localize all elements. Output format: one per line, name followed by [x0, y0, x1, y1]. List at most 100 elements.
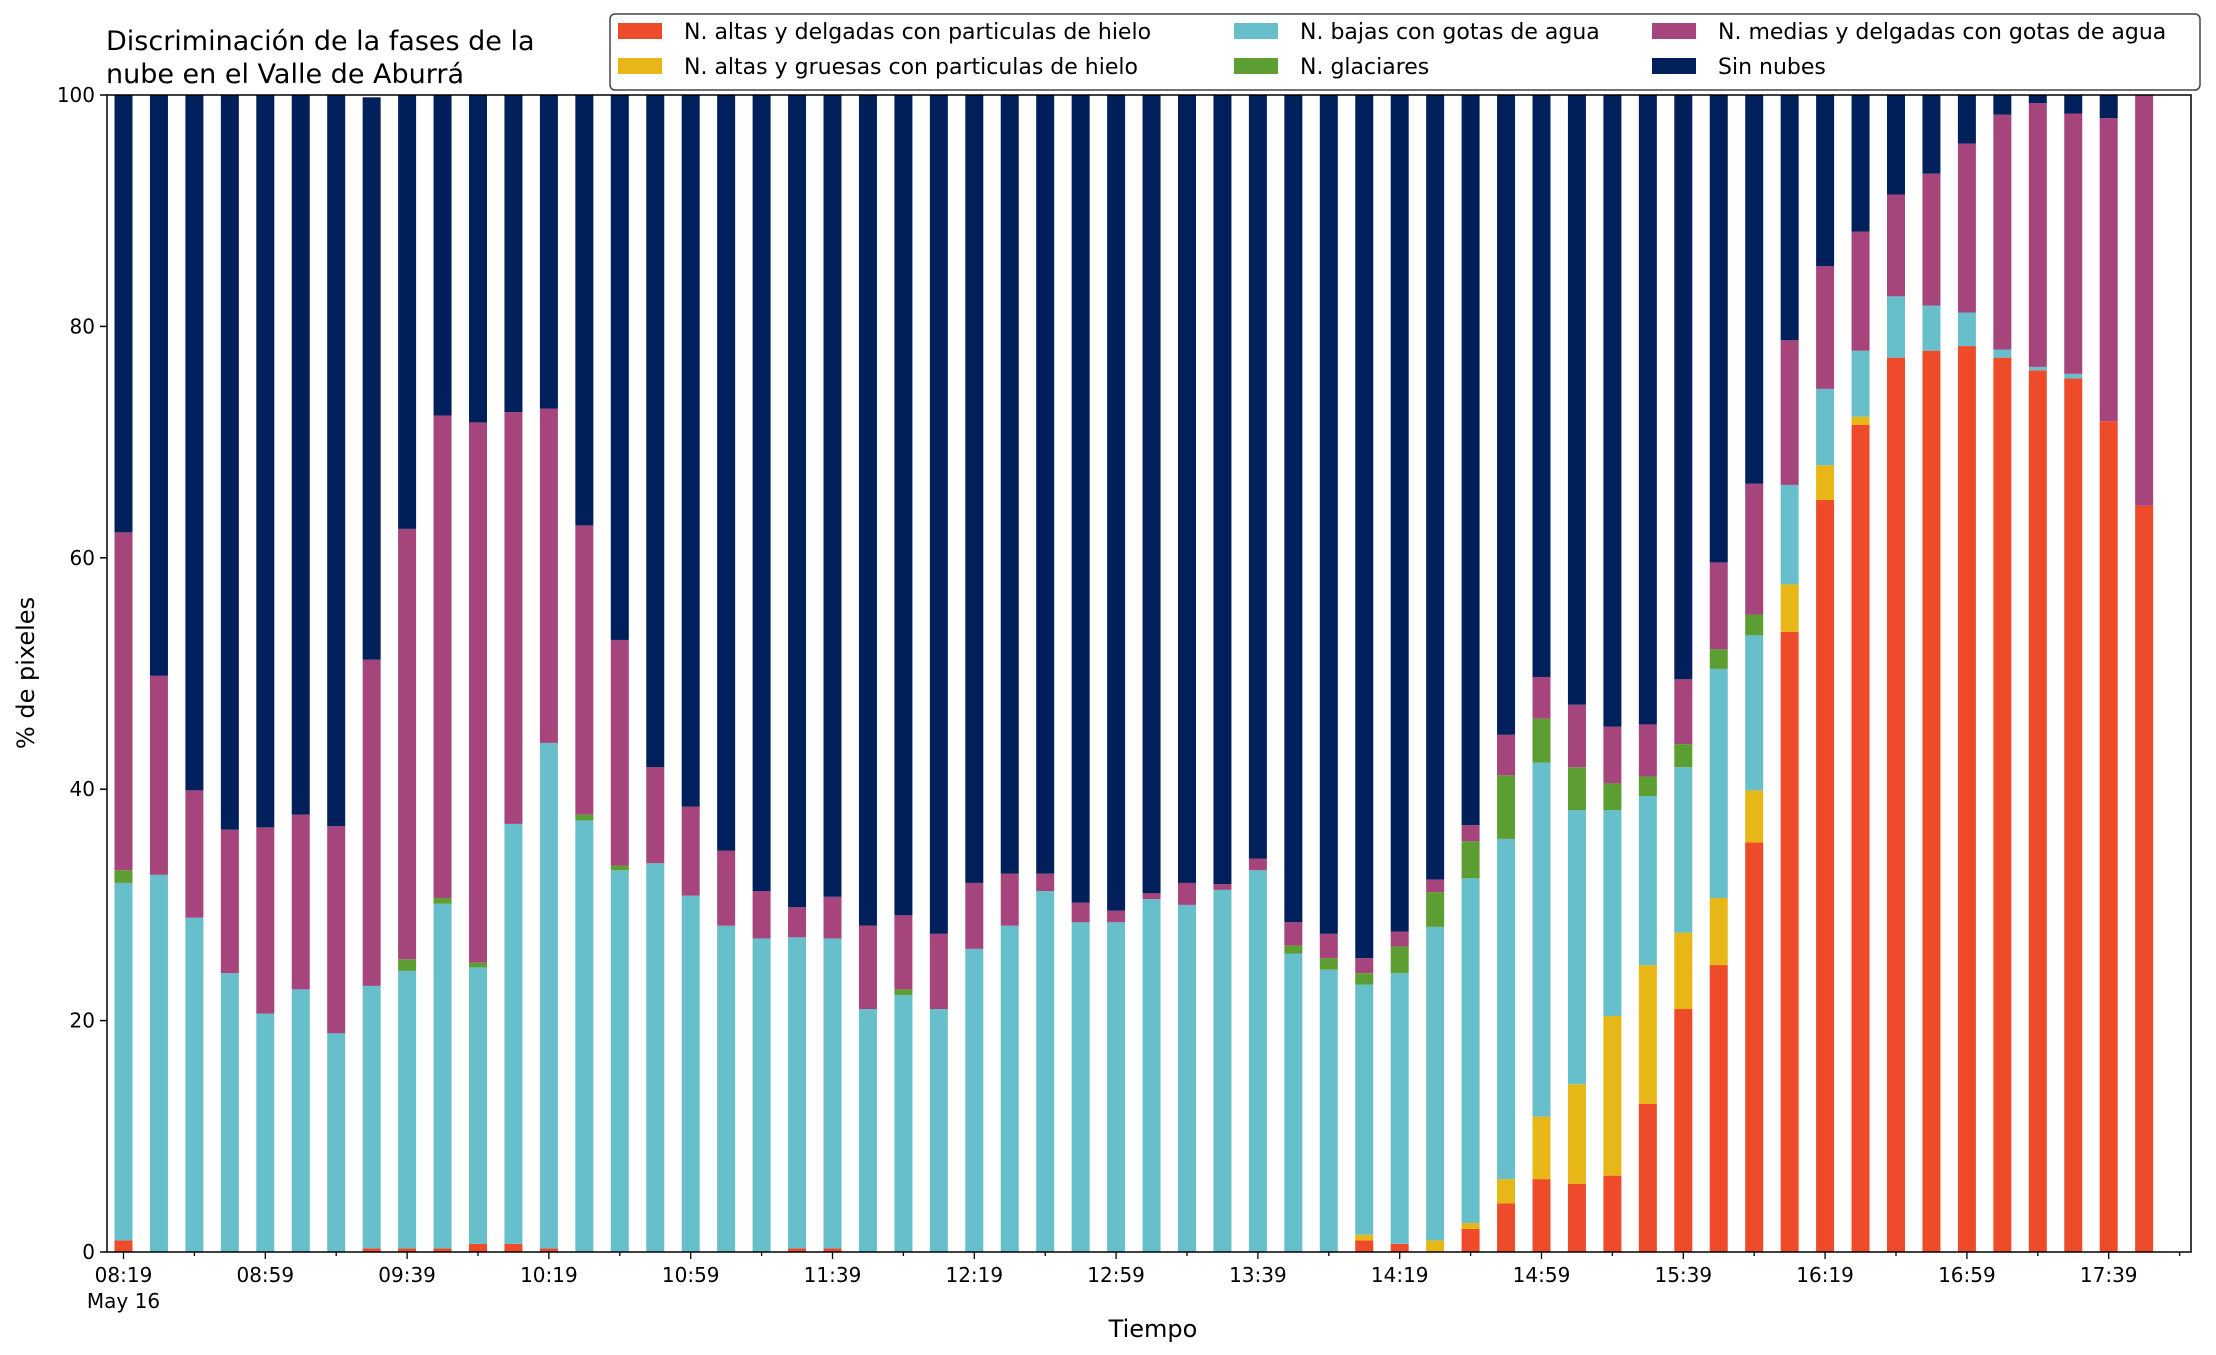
bar-segment-s4-08:19 [114, 532, 133, 871]
bar-segment-s5-12:59 [1107, 95, 1126, 911]
bar-segment-s3-09:39 [398, 959, 417, 971]
bar-segment-s2-10:19 [539, 742, 558, 1249]
bar-segment-s2-08:39 [185, 917, 204, 1252]
bar-segment-s4-14:29 [1426, 879, 1445, 893]
legend-label-2: N. bajas con gotas de agua [1300, 20, 1600, 45]
bar-segment-s0-17:39 [2099, 421, 2118, 1252]
x-tick-label: 12:19 [945, 1263, 1003, 1287]
bar-segment-s0-08:19 [114, 1240, 133, 1252]
x-tick-label: 10:59 [662, 1263, 720, 1287]
bar-segment-s5-14:19 [1390, 95, 1409, 932]
bar-segment-s3-09:59 [469, 962, 487, 968]
bar-segment-s4-16:29 [1851, 231, 1870, 351]
bar-segment-s3-15:19 [1603, 783, 1622, 811]
bar-segment-s0-14:59 [1532, 1179, 1551, 1252]
bar-segment-s2-13:59 [1319, 969, 1338, 1252]
bar-segment-s2-09:39 [398, 970, 417, 1249]
bar-segment-s5-13:39 [1248, 95, 1267, 859]
bar-segment-s4-15:59 [1745, 483, 1764, 615]
bar-segment-s4-10:59 [681, 806, 700, 896]
legend-label-4: N. medias y delgadas con gotas de agua [1718, 20, 2166, 45]
bar-segment-s5-08:39 [185, 95, 204, 791]
bar-segment-s2-11:49 [858, 1009, 877, 1252]
bar-segment-s0-10:19 [539, 1248, 558, 1252]
bar-segment-s2-17:29 [2064, 373, 2083, 379]
plot-frame [106, 94, 2192, 1253]
legend-swatch-2 [1234, 23, 1278, 39]
bar-segment-s3-14:29 [1426, 892, 1445, 927]
bar-segment-s2-10:39 [610, 870, 629, 1252]
bar-segment-s2-08:19 [114, 882, 133, 1241]
bar-segment-s3-14:39 [1461, 841, 1480, 879]
bar-segment-s4-17:29 [2064, 113, 2083, 374]
bar-segment-s3-10:29 [575, 814, 594, 821]
bar-segment-s4-11:59 [894, 915, 913, 990]
bars-layer [114, 95, 2154, 1253]
bar-segment-s5-10:19 [539, 95, 558, 409]
bar-segment-s0-09:59 [469, 1243, 487, 1252]
bar-segment-s4-14:09 [1355, 958, 1374, 974]
chart-title-line-2: nube en el Valle de Aburrá [106, 59, 464, 90]
bar-segment-s5-08:59 [256, 95, 275, 828]
bar-segment-s2-12:49 [1071, 922, 1090, 1252]
bar-segment-s4-09:59 [469, 422, 487, 963]
bar-segment-s2-15:59 [1745, 635, 1764, 791]
bar-segment-s5-12:29 [1000, 95, 1019, 874]
bar-segment-s4-16:49 [1922, 173, 1941, 306]
bar-segment-s5-15:49 [1709, 95, 1728, 563]
bar-segment-s2-14:59 [1532, 762, 1551, 1117]
bar-segment-s2-09:09 [291, 989, 310, 1252]
bar-segment-s2-11:29 [788, 937, 807, 1249]
y-tick-label: 20 [70, 1009, 95, 1033]
legend-swatch-5 [1652, 58, 1696, 74]
x-tick-date-label: May 16 [87, 1289, 160, 1313]
bar-segment-s4-09:39 [398, 528, 417, 960]
bar-segment-s1-14:59 [1532, 1116, 1551, 1180]
bar-segment-s3-13:59 [1319, 958, 1338, 970]
bar-segment-s3-15:09 [1567, 767, 1586, 811]
bar-segment-s4-16:19 [1816, 266, 1835, 389]
bar-segment-s5-16:39 [1887, 95, 1905, 195]
bar-segment-s0-15:19 [1603, 1175, 1622, 1252]
bar-segment-s0-15:39 [1674, 1009, 1693, 1252]
y-tick-label: 40 [70, 777, 95, 801]
bar-segment-s3-14:19 [1390, 946, 1409, 974]
bar-segment-s4-13:59 [1319, 933, 1338, 959]
bar-segment-s4-17:49 [2135, 95, 2154, 506]
x-tick-label: 09:39 [378, 1263, 436, 1287]
bar-segment-s4-13:49 [1284, 922, 1303, 946]
bar-segment-s4-13:19 [1178, 882, 1196, 905]
bar-segment-s5-09:29 [362, 97, 381, 660]
bar-segment-s2-14:19 [1390, 973, 1409, 1244]
bar-segment-s4-15:49 [1709, 562, 1728, 650]
x-axis: 08:19 08:59 09:39 10:19 10:59 11:39 12:19 12:59… [87, 1252, 2181, 1313]
bar-segment-s2-15:09 [1567, 810, 1586, 1085]
bar-segment-s3-15:49 [1709, 649, 1728, 669]
x-tick-label: 08:59 [236, 1263, 294, 1287]
bar-segment-s2-12:59 [1107, 922, 1126, 1252]
bar-segment-s4-13:39 [1248, 858, 1267, 871]
bar-segment-s4-10:39 [610, 639, 629, 866]
bar-segment-s4-09:19 [327, 826, 346, 1034]
bar-segment-s0-15:09 [1567, 1183, 1586, 1252]
bar-segment-s0-15:29 [1638, 1103, 1657, 1252]
bar-segment-s4-11:09 [717, 850, 736, 926]
bar-segment-s0-17:19 [2028, 370, 2047, 1252]
bar-segment-s5-13:29 [1213, 95, 1232, 885]
bar-segment-s3-14:49 [1497, 775, 1516, 839]
bar-segment-s4-14:39 [1461, 825, 1480, 842]
bar-segment-s1-14:29 [1426, 1240, 1445, 1252]
legend-swatch-3 [1234, 58, 1278, 74]
bar-segment-s2-13:09 [1142, 899, 1161, 1252]
bar-segment-s4-08:39 [185, 790, 204, 918]
bar-segment-s5-17:39 [2099, 95, 2118, 119]
bar-segment-s4-15:39 [1674, 679, 1693, 745]
bar-segment-s2-14:39 [1461, 878, 1480, 1224]
bar-segment-s2-17:09 [1993, 349, 2012, 358]
bar-segment-s0-09:29 [362, 1248, 381, 1252]
bar-segment-s4-08:49 [220, 829, 239, 974]
bar-segment-s2-11:19 [752, 938, 771, 1252]
bar-segment-s1-14:09 [1355, 1234, 1374, 1241]
bar-segment-s0-17:29 [2064, 378, 2083, 1253]
bar-segment-s3-14:09 [1355, 973, 1374, 985]
